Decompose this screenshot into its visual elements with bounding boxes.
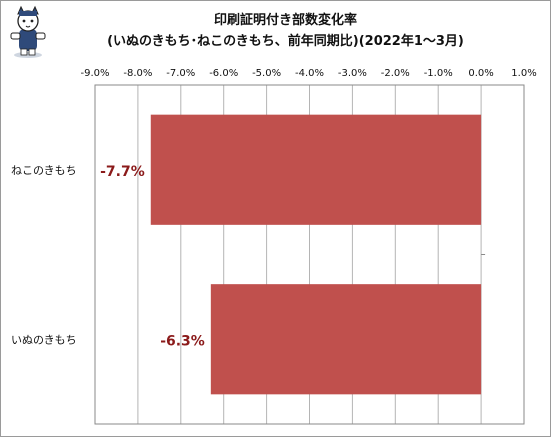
plot-area-frame (94, 84, 525, 425)
x-tick-label: -5.0% (252, 68, 281, 79)
x-tick-label: -8.0% (123, 68, 152, 79)
bar (210, 284, 482, 395)
chart-title: 印刷証明付き部数変化率 (213, 13, 357, 28)
x-tick-label: 0.0% (468, 68, 493, 79)
data-label: -6.3% (160, 333, 205, 349)
data-label: -7.7% (100, 164, 145, 180)
x-tick-label: -3.0% (338, 68, 367, 79)
x-tick-label: -1.0% (424, 68, 453, 79)
category-label: ねこのきもち (11, 164, 77, 177)
cat-mascot-icon (10, 5, 46, 58)
category-label: いぬのきもち (11, 333, 77, 346)
x-tick-label: -7.0% (166, 68, 195, 79)
chart-subtitle: (いぬのきもち･ねこのきもち、前年同期比)(2022年1～3月) (107, 34, 464, 49)
x-tick-label: -9.0% (80, 68, 109, 79)
x-tick-label: -2.0% (381, 68, 410, 79)
x-tick-label: -6.0% (209, 68, 238, 79)
x-tick-label: -4.0% (295, 68, 324, 79)
bar (150, 114, 482, 225)
x-tick-label: 1.0% (511, 68, 536, 79)
